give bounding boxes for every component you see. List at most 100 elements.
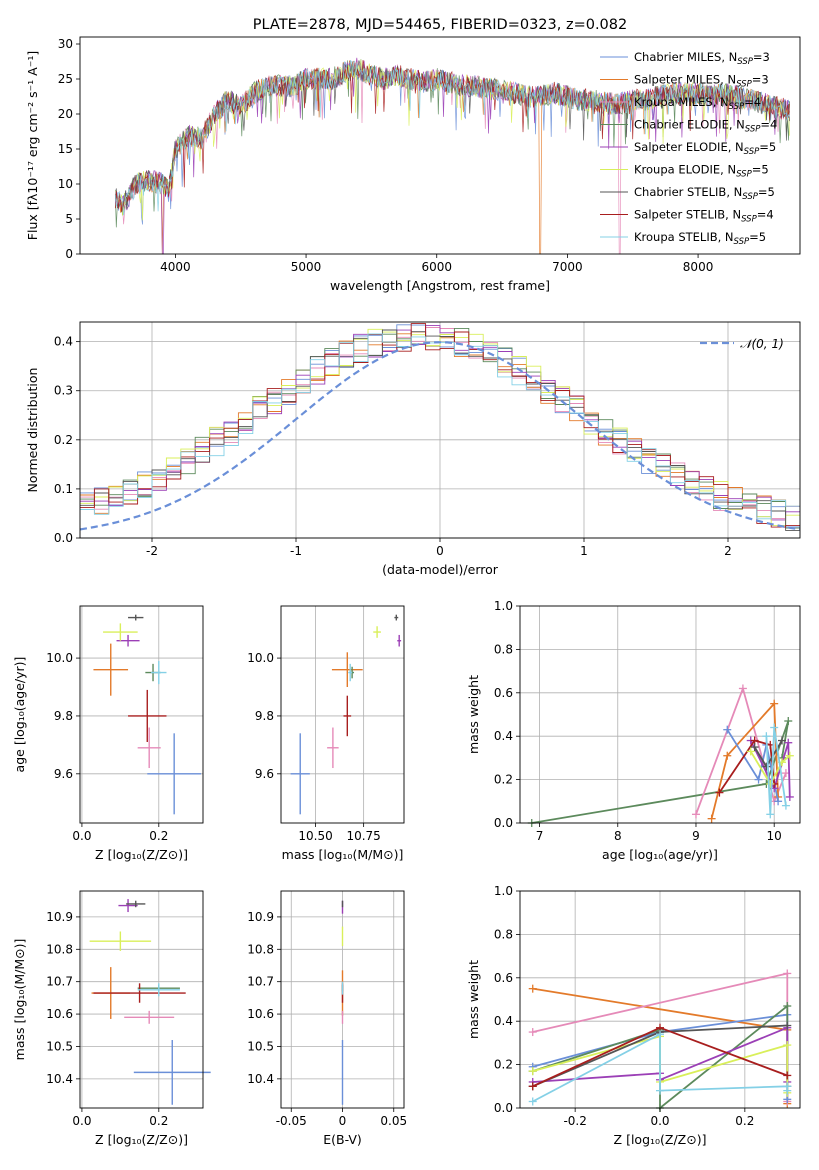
weight_vs_age-frame bbox=[519, 605, 801, 824]
legend-entry-name: Kroupa ELODIE, N bbox=[634, 163, 736, 177]
spectrum-title: PLATE=2878, MJD=54465, FIBERID=0323, z=0… bbox=[253, 17, 627, 33]
spectrum-ytick-label: 15 bbox=[58, 142, 73, 156]
weight_vs_Z-xtick-label: 0.0 bbox=[650, 1114, 669, 1128]
spectrum-xlabel: wavelength [Angstrom, rest frame] bbox=[330, 278, 550, 293]
weight_vs_age-ylabel: mass weight bbox=[466, 675, 481, 754]
weight_vs_Z-ytick-label: 0.0 bbox=[494, 1101, 513, 1115]
mass_vs_Z-xlabel: Z [log₁₀(Z/Z⊙)] bbox=[95, 1132, 188, 1147]
legend-entry: Kroupa ELODIE, NSSP=5 bbox=[634, 163, 769, 180]
legend-entry-name: Chabrier ELODIE, N bbox=[634, 118, 745, 132]
legend-entry-name: Kroupa STELIB, N bbox=[634, 230, 734, 244]
mass_vs_EBV-xtick-label: 0.05 bbox=[380, 1114, 407, 1128]
residuals-ytick-label: 0.4 bbox=[54, 335, 73, 349]
mass_vs_EBV-ytick-label: 10.9 bbox=[247, 910, 274, 924]
weight_vs_age-line-kroupa-stelib bbox=[765, 727, 787, 815]
legend-entry-sub: SSP bbox=[736, 170, 752, 180]
legend-entry-suffix: =3 bbox=[752, 73, 769, 87]
spectrum-xtick-label: 7000 bbox=[552, 260, 583, 274]
legend-entry-name: Chabrier STELIB, N bbox=[634, 185, 742, 199]
spectrum-ytick-label: 5 bbox=[65, 212, 73, 226]
legend-entry-sub: SSP bbox=[741, 215, 757, 225]
legend-entry-sub: SSP bbox=[729, 102, 745, 112]
spectrum-xtick-label: 6000 bbox=[421, 260, 452, 274]
mass_vs_EBV-xtick-label: 0 bbox=[339, 1114, 347, 1128]
spectrum-ylabel: Flux [fλ10⁻¹⁷ erg cm⁻² s⁻¹ A⁻¹] bbox=[25, 51, 40, 240]
weight_vs_age-xtick-label: 9 bbox=[692, 829, 700, 843]
spectrum-line-kroupa-stelib bbox=[114, 59, 790, 216]
age_vs_Z-ylabel: age [log₁₀(age/yr)] bbox=[12, 657, 27, 773]
residuals-xtick-label: 0 bbox=[436, 544, 444, 558]
spectrum-ytick-label: 30 bbox=[58, 37, 73, 51]
legend-entry: Chabrier STELIB, NSSP=5 bbox=[634, 185, 775, 202]
weight_vs_Z-ytick-label: 0.4 bbox=[494, 1014, 513, 1028]
weight_vs_age-ytick-label: 1.0 bbox=[494, 599, 513, 613]
age_vs_mass-ytick-label: 10.0 bbox=[247, 651, 274, 665]
legend-entry-suffix: =5 bbox=[759, 140, 776, 154]
legend-entry-name: Kroupa MILES, N bbox=[634, 95, 729, 109]
age_vs_Z-ytick-label: 10.0 bbox=[46, 651, 73, 665]
legend-entry-sub: SSP bbox=[737, 57, 753, 67]
spectrum-xtick-label: 5000 bbox=[291, 260, 322, 274]
legend-entry: Chabrier ELODIE, NSSP=4 bbox=[634, 118, 777, 135]
legend-entry-name: Salpeter STELIB, N bbox=[634, 208, 741, 222]
spectrum-ytick-label: 0 bbox=[65, 247, 73, 261]
mass_vs_Z-ytick-label: 10.5 bbox=[46, 1039, 73, 1053]
mass_vs_EBV-ytick-label: 10.7 bbox=[247, 975, 274, 989]
weight_vs_age-xtick-label: 7 bbox=[536, 829, 544, 843]
age_vs_Z-ytick-label: 9.8 bbox=[54, 709, 73, 723]
legend-entry: Kroupa MILES, NSSP=4 bbox=[634, 95, 761, 112]
legend-entry-sub: SSP bbox=[734, 237, 750, 247]
mass_vs_EBV-ytick-label: 10.6 bbox=[247, 1007, 274, 1021]
mass_vs_Z-frame bbox=[79, 890, 204, 1109]
legend-entry-name: Salpeter ELODIE, N bbox=[634, 140, 744, 154]
weight_vs_age-ytick-label: 0.2 bbox=[494, 773, 513, 787]
weight_vs_age-xlabel: age [log₁₀(age/yr)] bbox=[602, 847, 718, 862]
mass_vs_EBV-xtick-label: -0.05 bbox=[276, 1114, 307, 1128]
hist-salpeter-elodie bbox=[80, 325, 800, 521]
age_vs_Z-xtick-label: 0.2 bbox=[149, 829, 168, 843]
age_vs_mass-frame bbox=[280, 605, 405, 824]
spectrum-ytick-label: 10 bbox=[58, 177, 73, 191]
age_vs_Z-xtick-label: 0.0 bbox=[72, 829, 91, 843]
spectrum-frame bbox=[79, 36, 801, 255]
weight_vs_Z-ylabel: mass weight bbox=[466, 960, 481, 1039]
weight_vs_Z-ytick-label: 0.8 bbox=[494, 927, 513, 941]
residuals-xlabel: (data-model)/error bbox=[382, 562, 499, 577]
normal-reference-curve bbox=[79, 341, 801, 531]
legend-entry: Salpeter MILES, NSSP=3 bbox=[634, 73, 769, 90]
legend-entry-sub: SSP bbox=[745, 125, 761, 135]
mass_vs_EBV-xlabel: E(B-V) bbox=[323, 1132, 362, 1147]
legend-entry-suffix: =5 bbox=[758, 185, 775, 199]
legend-entry: 𝒩(0, 1) bbox=[740, 337, 784, 351]
weight_vs_age-ytick-label: 0.8 bbox=[494, 642, 513, 656]
mass_vs_Z-ytick-label: 10.7 bbox=[46, 975, 73, 989]
legend-entry-sub: SSP bbox=[742, 192, 758, 202]
mass_vs_EBV-ytick-label: 10.4 bbox=[247, 1072, 274, 1086]
weight_vs_Z-xtick-label: -0.2 bbox=[563, 1114, 586, 1128]
legend-entry-suffix: =5 bbox=[752, 163, 769, 177]
legend-entry-name: Chabrier MILES, N bbox=[634, 50, 737, 64]
spectrum-ytick-label: 25 bbox=[58, 72, 73, 86]
spectrum-xtick-label: 4000 bbox=[160, 260, 191, 274]
age_vs_mass-xtick-label: 10.75 bbox=[346, 829, 380, 843]
legend-entry: Salpeter ELODIE, NSSP=5 bbox=[634, 140, 776, 157]
data-layer bbox=[79, 57, 801, 1112]
mass_vs_Z-xtick-label: 0.0 bbox=[72, 1114, 91, 1128]
mass_vs_EBV-ytick-label: 10.5 bbox=[247, 1039, 274, 1053]
age_vs_mass-xlabel: mass [log₁₀(M/M⊙)] bbox=[282, 847, 404, 862]
weight_vs_age-ytick-label: 0.4 bbox=[494, 729, 513, 743]
residuals-xtick-label: -1 bbox=[290, 544, 302, 558]
weight_vs_age-line-salpeter-elodie bbox=[749, 740, 791, 798]
legend-entry-suffix: =4 bbox=[760, 118, 777, 132]
legend-entry: Kroupa STELIB, NSSP=5 bbox=[634, 230, 766, 247]
grid-layer bbox=[80, 322, 800, 1109]
age_vs_Z-xlabel: Z [log₁₀(Z/Z⊙)] bbox=[95, 847, 188, 862]
hist-salpeter-stelib bbox=[80, 323, 800, 528]
weight_vs_age-xtick-label: 8 bbox=[614, 829, 622, 843]
legend-entry-suffix: =4 bbox=[744, 95, 761, 109]
legend-entry: Chabrier MILES, NSSP=3 bbox=[634, 50, 770, 67]
weight_vs_Z-ytick-label: 0.2 bbox=[494, 1058, 513, 1072]
residuals-ytick-label: 0.1 bbox=[54, 482, 73, 496]
mass_vs_Z-ytick-label: 10.6 bbox=[46, 1007, 73, 1021]
